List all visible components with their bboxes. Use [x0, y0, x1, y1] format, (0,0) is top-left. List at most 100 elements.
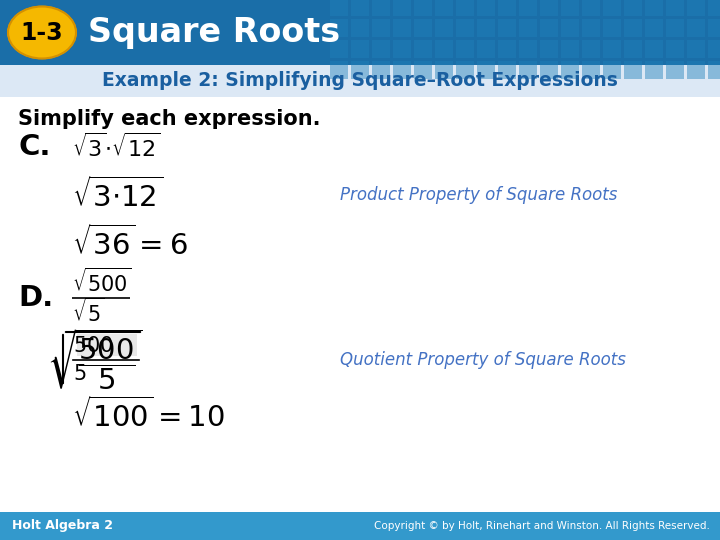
FancyBboxPatch shape [603, 19, 621, 37]
Text: 1-3: 1-3 [21, 21, 63, 44]
FancyBboxPatch shape [708, 61, 720, 79]
FancyBboxPatch shape [330, 0, 348, 16]
FancyBboxPatch shape [351, 40, 369, 58]
FancyBboxPatch shape [519, 61, 537, 79]
FancyBboxPatch shape [0, 512, 720, 540]
Text: $5$: $5$ [73, 364, 86, 384]
Text: D.: D. [18, 284, 53, 312]
Text: Copyright © by Holt, Rinehart and Winston. All Rights Reserved.: Copyright © by Holt, Rinehart and Winsto… [374, 521, 710, 531]
FancyBboxPatch shape [351, 19, 369, 37]
FancyBboxPatch shape [666, 61, 684, 79]
FancyBboxPatch shape [477, 0, 495, 16]
FancyBboxPatch shape [540, 61, 558, 79]
FancyBboxPatch shape [414, 0, 432, 16]
FancyBboxPatch shape [561, 19, 579, 37]
FancyBboxPatch shape [393, 61, 411, 79]
FancyBboxPatch shape [330, 19, 348, 37]
FancyBboxPatch shape [456, 19, 474, 37]
FancyBboxPatch shape [498, 19, 516, 37]
FancyBboxPatch shape [456, 40, 474, 58]
FancyBboxPatch shape [687, 40, 705, 58]
FancyBboxPatch shape [0, 65, 720, 97]
FancyBboxPatch shape [456, 61, 474, 79]
FancyBboxPatch shape [624, 19, 642, 37]
FancyBboxPatch shape [393, 40, 411, 58]
FancyBboxPatch shape [603, 61, 621, 79]
FancyBboxPatch shape [393, 0, 411, 16]
Text: $\sqrt{100}=10$: $\sqrt{100}=10$ [72, 397, 225, 433]
Text: Simplify each expression.: Simplify each expression. [18, 109, 320, 129]
FancyBboxPatch shape [582, 19, 600, 37]
Text: Square Roots: Square Roots [88, 16, 340, 49]
FancyBboxPatch shape [498, 0, 516, 16]
FancyBboxPatch shape [561, 0, 579, 16]
Text: $500$: $500$ [73, 336, 114, 356]
FancyBboxPatch shape [77, 334, 137, 356]
FancyBboxPatch shape [435, 40, 453, 58]
FancyBboxPatch shape [414, 19, 432, 37]
Text: Example 2: Simplifying Square–Root Expressions: Example 2: Simplifying Square–Root Expre… [102, 71, 618, 91]
FancyBboxPatch shape [603, 0, 621, 16]
Ellipse shape [8, 6, 76, 58]
FancyBboxPatch shape [666, 19, 684, 37]
Text: Product Property of Square Roots: Product Property of Square Roots [340, 186, 617, 204]
FancyBboxPatch shape [519, 0, 537, 16]
FancyBboxPatch shape [519, 40, 537, 58]
FancyBboxPatch shape [687, 61, 705, 79]
FancyBboxPatch shape [540, 40, 558, 58]
FancyBboxPatch shape [372, 19, 390, 37]
FancyBboxPatch shape [666, 0, 684, 16]
FancyBboxPatch shape [666, 40, 684, 58]
Text: $\sqrt{36}=6$: $\sqrt{36}=6$ [72, 225, 188, 261]
FancyBboxPatch shape [708, 40, 720, 58]
FancyBboxPatch shape [624, 0, 642, 16]
FancyBboxPatch shape [351, 61, 369, 79]
FancyBboxPatch shape [435, 19, 453, 37]
Text: $\sqrt{3}{\cdot}\sqrt{12}$: $\sqrt{3}{\cdot}\sqrt{12}$ [72, 133, 161, 161]
FancyBboxPatch shape [519, 19, 537, 37]
FancyBboxPatch shape [372, 40, 390, 58]
FancyBboxPatch shape [603, 40, 621, 58]
FancyBboxPatch shape [645, 0, 663, 16]
FancyBboxPatch shape [687, 0, 705, 16]
FancyBboxPatch shape [351, 0, 369, 16]
FancyBboxPatch shape [540, 0, 558, 16]
FancyBboxPatch shape [708, 19, 720, 37]
FancyBboxPatch shape [540, 19, 558, 37]
Text: $\sqrt{\dfrac{500}{5}}$: $\sqrt{\dfrac{500}{5}}$ [47, 327, 143, 393]
FancyBboxPatch shape [582, 0, 600, 16]
FancyBboxPatch shape [435, 0, 453, 16]
Text: $\sqrt{5}$: $\sqrt{5}$ [72, 298, 105, 326]
FancyBboxPatch shape [624, 61, 642, 79]
FancyBboxPatch shape [561, 40, 579, 58]
FancyBboxPatch shape [0, 0, 720, 65]
FancyBboxPatch shape [435, 61, 453, 79]
FancyBboxPatch shape [561, 61, 579, 79]
FancyBboxPatch shape [645, 40, 663, 58]
Text: Quotient Property of Square Roots: Quotient Property of Square Roots [340, 351, 626, 369]
Text: $\sqrt{3{\cdot}12}$: $\sqrt{3{\cdot}12}$ [72, 177, 163, 213]
Text: Holt Algebra 2: Holt Algebra 2 [12, 519, 113, 532]
FancyBboxPatch shape [477, 19, 495, 37]
FancyBboxPatch shape [477, 61, 495, 79]
FancyBboxPatch shape [456, 0, 474, 16]
Text: $\sqrt{500}$: $\sqrt{500}$ [72, 268, 132, 296]
FancyBboxPatch shape [414, 40, 432, 58]
FancyBboxPatch shape [330, 40, 348, 58]
Text: C.: C. [18, 133, 50, 161]
FancyBboxPatch shape [645, 61, 663, 79]
FancyBboxPatch shape [687, 19, 705, 37]
FancyBboxPatch shape [330, 61, 348, 79]
FancyBboxPatch shape [582, 40, 600, 58]
FancyBboxPatch shape [624, 40, 642, 58]
FancyBboxPatch shape [582, 61, 600, 79]
FancyBboxPatch shape [645, 19, 663, 37]
FancyBboxPatch shape [372, 0, 390, 16]
FancyBboxPatch shape [498, 61, 516, 79]
FancyBboxPatch shape [498, 40, 516, 58]
FancyBboxPatch shape [414, 61, 432, 79]
FancyBboxPatch shape [372, 61, 390, 79]
FancyBboxPatch shape [708, 0, 720, 16]
FancyBboxPatch shape [477, 40, 495, 58]
FancyBboxPatch shape [393, 19, 411, 37]
